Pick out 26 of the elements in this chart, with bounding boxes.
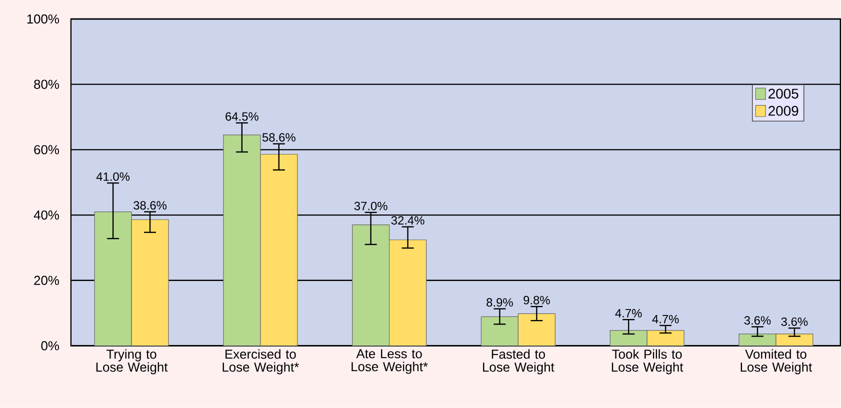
y-tick-label: 0% (41, 341, 59, 350)
legend-label: 2009 (768, 106, 798, 116)
y-tick-label: 60% (34, 145, 59, 154)
legend-label: 2005 (768, 88, 798, 99)
data-label: 9.8% (524, 296, 550, 304)
data-label: 3.6% (744, 316, 771, 325)
data-label: 4.7% (652, 315, 679, 324)
data-label: 58.6% (262, 133, 296, 142)
y-tick-label: 20% (34, 276, 59, 286)
x-tick-label: Ate Less to Lose Weight* (352, 349, 428, 374)
x-tick-label: Trying to Lose Weight (96, 349, 168, 374)
y-tick-label: 80% (34, 80, 59, 90)
data-label: 64.5% (226, 112, 258, 121)
data-label: 38.6% (134, 201, 167, 210)
x-tick-label: Took Pills to Lose Weight (612, 349, 684, 374)
x-tick-label: Fasted to Lose Weight (483, 349, 554, 374)
y-tick-label: 40% (34, 210, 59, 220)
data-label: 37.0% (354, 202, 388, 210)
data-label: 4.7% (615, 309, 642, 318)
y-tick-label: 100% (27, 14, 59, 24)
x-tick-label: Exercised to Lose Weight* (222, 349, 299, 374)
data-label: 32.4% (391, 216, 424, 225)
data-label: 8.9% (486, 298, 513, 307)
x-tick-label: Vomited to Lose Weight (740, 349, 812, 374)
data-label: 3.6% (781, 318, 808, 326)
data-label: 41.0% (96, 172, 130, 181)
